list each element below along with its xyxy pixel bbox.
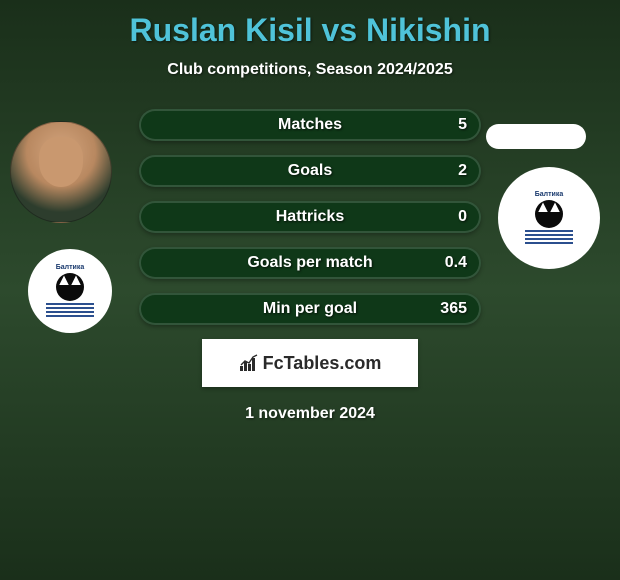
badge-inner-left: Балтика: [41, 262, 100, 321]
stat-label: Hattricks: [276, 208, 344, 226]
badge-text-right: Балтика: [535, 191, 564, 198]
badge-inner-right: Балтика: [513, 182, 584, 253]
content-area: Балтика Балтика Matches 5 Goals 2 Hattri…: [0, 109, 620, 423]
date-text: 1 november 2024: [139, 405, 481, 423]
source-logo-box: FcTables.com: [202, 339, 418, 387]
stat-label: Goals per match: [247, 254, 372, 272]
source-logo-text: FcTables.com: [263, 353, 382, 374]
player-photo-right: [486, 124, 586, 149]
stat-value-right: 5: [458, 116, 467, 134]
club-badge-left: Балтика: [28, 249, 112, 333]
stat-value-right: 365: [440, 300, 467, 318]
badge-ball-icon: [56, 273, 84, 301]
stat-row-goals: Goals 2: [139, 155, 481, 187]
stat-row-matches: Matches 5: [139, 109, 481, 141]
stat-label: Goals: [288, 162, 332, 180]
stat-value-right: 0: [458, 208, 467, 226]
badge-text-left: Балтика: [56, 264, 85, 271]
season-subtitle: Club competitions, Season 2024/2025: [0, 61, 620, 79]
stats-column: Matches 5 Goals 2 Hattricks 0 Goals per …: [139, 109, 481, 423]
player-photo-left: [10, 121, 112, 223]
chart-icon: [239, 354, 259, 372]
badge-waves-icon: [46, 303, 94, 317]
stat-value-right: 0.4: [445, 254, 467, 272]
badge-ball-icon: [535, 200, 563, 228]
stat-row-goals-per-match: Goals per match 0.4: [139, 247, 481, 279]
stat-row-hattricks: Hattricks 0: [139, 201, 481, 233]
comparison-title: Ruslan Kisil vs Nikishin: [0, 0, 620, 49]
badge-waves-icon: [525, 230, 573, 244]
stat-label: Min per goal: [263, 300, 357, 318]
stat-label: Matches: [278, 116, 342, 134]
source-logo: FcTables.com: [239, 353, 382, 374]
stat-row-min-per-goal: Min per goal 365: [139, 293, 481, 325]
stat-value-right: 2: [458, 162, 467, 180]
club-badge-right: Балтика: [498, 167, 600, 269]
